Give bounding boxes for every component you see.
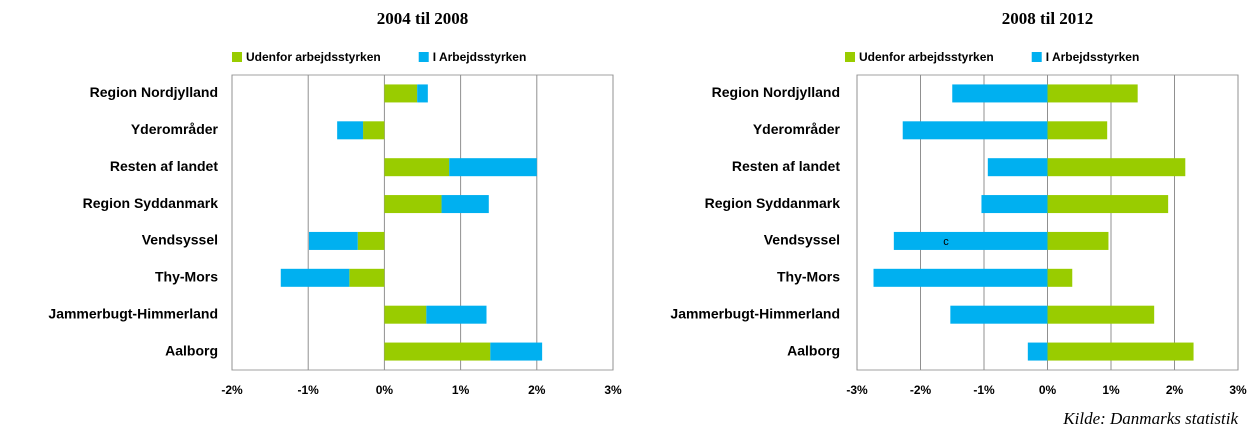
bar [449, 158, 537, 177]
legend-label: I Arbejdsstyrken [433, 50, 527, 64]
legend-label: Udenfor arbejdsstyrken [246, 50, 381, 64]
legend-swatch [418, 52, 429, 62]
bar [384, 158, 450, 177]
bar [1047, 84, 1138, 103]
annotation: c [943, 236, 949, 248]
bar [950, 305, 1048, 324]
bar [1047, 195, 1169, 214]
x-tick-label: 3% [1229, 383, 1247, 397]
legend-label: Udenfor arbejdsstyrken [859, 50, 994, 64]
bar [349, 268, 385, 287]
bar [1027, 342, 1048, 361]
bar [363, 121, 385, 140]
x-tick-label: 1% [452, 383, 470, 397]
bar [952, 84, 1048, 103]
category-label: Region Syddanmark [83, 195, 219, 211]
category-label: Region Syddanmark [705, 195, 841, 211]
category-label: Vendsyssel [764, 232, 840, 248]
category-label: Region Nordjylland [90, 84, 218, 100]
chart-title: 2004 til 2008 [377, 9, 469, 28]
bar [490, 342, 543, 361]
x-tick-label: -2% [221, 383, 243, 397]
category-label: Thy-Mors [155, 269, 218, 285]
source: Kilde: Danmarks statistik [1062, 409, 1238, 428]
bar [981, 195, 1048, 214]
bar [426, 305, 487, 324]
bar [1047, 231, 1109, 250]
x-tick-label: 1% [1102, 383, 1120, 397]
legend-swatch [1031, 52, 1042, 62]
bar [308, 231, 358, 250]
legend-swatch [232, 52, 242, 62]
bar [873, 268, 1048, 287]
category-label: Thy-Mors [777, 269, 840, 285]
bar [1047, 342, 1194, 361]
bar [1047, 305, 1155, 324]
category-label: Resten af landet [732, 158, 840, 174]
x-tick-label: -3% [846, 383, 868, 397]
x-tick-label: -2% [910, 383, 932, 397]
bar [441, 195, 489, 214]
legend-swatch [845, 52, 855, 62]
bar [384, 305, 427, 324]
plot-area [231, 74, 614, 371]
bar [902, 121, 1048, 140]
bar [987, 158, 1048, 177]
category-label: Aalborg [165, 342, 218, 358]
bar [417, 84, 428, 103]
bar [1047, 121, 1108, 140]
x-tick-label: 0% [1039, 383, 1057, 397]
category-label: Vendsyssel [142, 232, 218, 248]
bar [1047, 268, 1073, 287]
x-tick-label: 3% [604, 383, 622, 397]
x-tick-label: 0% [376, 383, 394, 397]
bar [384, 195, 442, 214]
category-label: Aalborg [787, 342, 840, 358]
x-tick-label: -1% [973, 383, 995, 397]
category-label: Jammerbugt-Himmerland [670, 305, 840, 321]
bar [384, 84, 418, 103]
category-label: Resten af landet [110, 158, 218, 174]
bar [357, 231, 385, 250]
category-label: Yderområder [753, 121, 841, 137]
bar [893, 231, 1048, 250]
x-tick-label: -1% [298, 383, 320, 397]
category-label: Yderområder [131, 121, 219, 137]
x-tick-label: 2% [528, 383, 546, 397]
bar [1047, 158, 1186, 177]
x-tick-label: 2% [1166, 383, 1184, 397]
category-label: Jammerbugt-Himmerland [48, 305, 218, 321]
bar [280, 268, 350, 287]
bar [337, 121, 364, 140]
bar [384, 342, 491, 361]
chart-title: 2008 til 2012 [1002, 9, 1094, 28]
legend-label: I Arbejdsstyrken [1046, 50, 1140, 64]
category-label: Region Nordjylland [712, 84, 840, 100]
